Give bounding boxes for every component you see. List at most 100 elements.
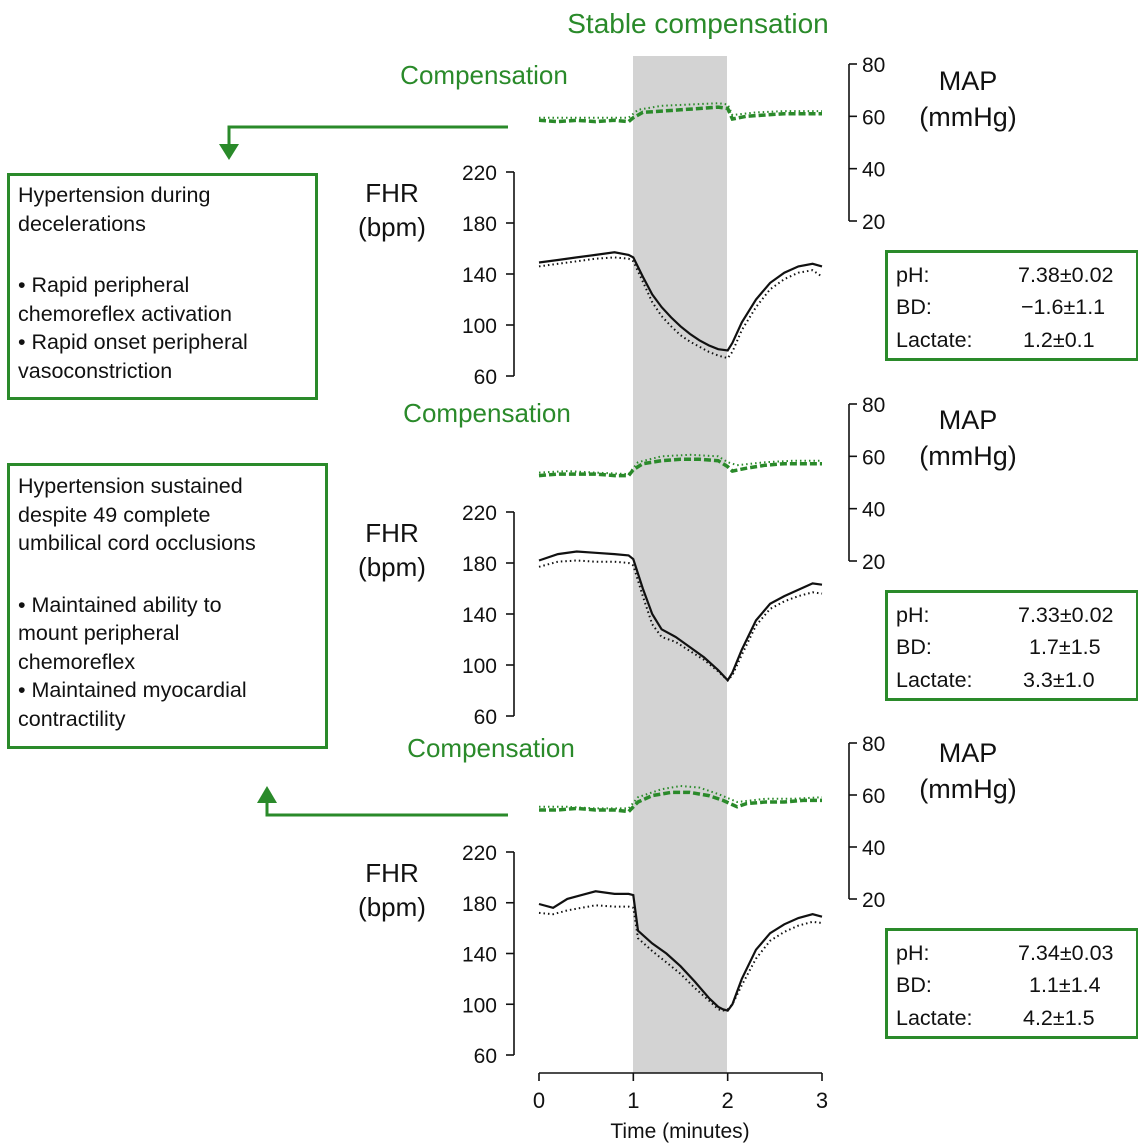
map-dotted-series bbox=[539, 102, 822, 119]
fhr-solid-series bbox=[538, 550, 823, 683]
fhr-unit-label: (bpm) bbox=[358, 552, 426, 582]
map-tick-label: 80 bbox=[862, 394, 885, 417]
fhr-tick-label: 60 bbox=[474, 1045, 497, 1068]
chart-title: Stable compensation bbox=[567, 8, 829, 39]
map-dashed-series bbox=[539, 790, 822, 814]
ph-label: pH: bbox=[896, 603, 930, 627]
bottom-box-bullet-1-line-2: mount peripheral bbox=[18, 621, 180, 645]
map-tick-label: 60 bbox=[862, 785, 885, 808]
panel-1: Compensation 220 180 140 100 60 FHR (bpm) 80 60 40… bbox=[358, 54, 1017, 389]
phase-label: Compensation bbox=[407, 733, 575, 763]
bottom-box-heading-line-2: despite 49 complete bbox=[18, 502, 211, 527]
phase-label: Compensation bbox=[403, 398, 571, 428]
fhr-tick-label: 220 bbox=[462, 842, 497, 865]
map-tick-label: 80 bbox=[862, 733, 885, 756]
blood-gas-box-2: pH: 7.33±0.02 BD: 1.7±1.5 Lactate: 3.3±1… bbox=[885, 590, 1138, 701]
fhr-dotted-series bbox=[538, 904, 823, 1012]
ph-value: 7.33±0.02 bbox=[1018, 603, 1114, 627]
x-tick-label: 3 bbox=[816, 1088, 828, 1113]
fhr-label: FHR bbox=[365, 518, 418, 548]
fhr-tick-label: 100 bbox=[462, 994, 497, 1017]
bd-label: BD: bbox=[896, 973, 932, 997]
bottom-box-bullet-1-line-3: chemoreflex bbox=[18, 649, 136, 674]
ph-value: 7.34±0.03 bbox=[1018, 941, 1114, 965]
fhr-tick-label: 180 bbox=[462, 553, 497, 576]
fhr-label: FHR bbox=[365, 178, 418, 208]
panel-2: Compensation 220 180 140 100 60 FHR (bpm) 80 60 40… bbox=[358, 394, 1017, 729]
bd-label: BD: bbox=[896, 635, 932, 659]
panel-3: Compensation 220 180 140 100 60 FHR (bpm) 80 60 40… bbox=[358, 733, 1017, 1068]
map-tick-label: 20 bbox=[862, 551, 885, 574]
ph-value: 7.38±0.02 bbox=[1018, 263, 1114, 287]
lactate-label: Lactate: bbox=[896, 328, 973, 352]
bd-label: BD: bbox=[896, 295, 932, 319]
fhr-tick-label: 140 bbox=[462, 944, 497, 967]
map-unit-label: (mmHg) bbox=[919, 102, 1016, 132]
map-tick-label: 60 bbox=[862, 446, 885, 469]
lactate-value: 3.3±1.0 bbox=[1023, 668, 1095, 692]
blood-gas-box-1: pH: 7.38±0.02 BD: −1.6±1.1 Lactate: 1.2±… bbox=[885, 250, 1138, 361]
bottom-summary-box: Hypertension sustained despite 49 comple… bbox=[7, 463, 328, 749]
fhr-tick-label: 180 bbox=[462, 893, 497, 916]
ph-label: pH: bbox=[896, 263, 930, 287]
map-tick-label: 20 bbox=[862, 211, 885, 234]
map-tick-label: 40 bbox=[862, 159, 885, 182]
lactate-label: Lactate: bbox=[896, 1006, 973, 1030]
x-axis-label: Time (minutes) bbox=[610, 1120, 749, 1143]
blood-gas-box-3: pH: 7.34±0.03 BD: 1.1±1.4 Lactate: 4.2±1… bbox=[885, 928, 1138, 1039]
fhr-tick-label: 140 bbox=[462, 604, 497, 627]
bd-value: −1.6±1.1 bbox=[1021, 295, 1106, 319]
map-dashed-series bbox=[538, 105, 822, 124]
panels: Compensation 220 180 140 100 60 FHR (bpm) 80 60 40… bbox=[358, 54, 1017, 1068]
top-box-bullet-2-line-2: vasoconstriction bbox=[18, 358, 173, 383]
fhr-tick-label: 100 bbox=[462, 655, 497, 678]
fhr-label: FHR bbox=[365, 858, 418, 888]
lactate-label: Lactate: bbox=[896, 668, 973, 692]
top-box-heading-line-1: Hypertension during bbox=[18, 183, 211, 207]
fhr-tick-label: 140 bbox=[462, 264, 497, 287]
fhr-tick-label: 220 bbox=[462, 162, 497, 185]
map-label: MAP bbox=[939, 405, 998, 435]
fhr-tick-label: 60 bbox=[474, 706, 497, 729]
map-tick-label: 40 bbox=[862, 837, 885, 860]
top-box-bullet-1-line-1: • Rapid peripheral bbox=[18, 273, 190, 297]
flow-arrow-bottom bbox=[257, 786, 508, 817]
bottom-box-bullet-2-line-1: • Maintained myocardial bbox=[18, 678, 247, 702]
top-box-bullet-1-line-2: chemoreflex activation bbox=[18, 301, 232, 326]
bottom-box-bullet-2-line-2: contractility bbox=[18, 706, 126, 731]
x-tick-label: 2 bbox=[722, 1088, 734, 1113]
fhr-unit-label: (bpm) bbox=[358, 892, 426, 922]
phase-label: Compensation bbox=[400, 60, 568, 90]
map-tick-label: 20 bbox=[862, 889, 885, 912]
bottom-box-heading-line-3: umbilical cord occlusions bbox=[18, 531, 256, 555]
map-dotted-series bbox=[538, 453, 822, 476]
map-tick-label: 40 bbox=[862, 499, 885, 522]
bd-value: 1.1±1.4 bbox=[1029, 973, 1101, 997]
bottom-box-bullet-1-line-1: • Maintained ability to bbox=[18, 592, 222, 617]
flow-arrow-top bbox=[219, 125, 508, 160]
map-tick-label: 60 bbox=[862, 106, 885, 129]
map-unit-label: (mmHg) bbox=[919, 441, 1016, 471]
fhr-solid-series bbox=[538, 890, 823, 1012]
top-box-heading-line-2: decelerations bbox=[18, 211, 146, 236]
fhr-tick-label: 220 bbox=[462, 502, 497, 525]
fhr-unit-label: (bpm) bbox=[358, 212, 426, 242]
bottom-box-heading-line-1: Hypertension sustained bbox=[18, 474, 243, 498]
x-tick-label: 0 bbox=[533, 1088, 545, 1113]
occlusion-shading bbox=[633, 56, 727, 1073]
ph-label: pH: bbox=[896, 941, 930, 965]
bd-value: 1.7±1.5 bbox=[1029, 635, 1101, 659]
x-axis: Time (minutes) 0 1 2 3 bbox=[533, 1072, 828, 1143]
top-summary-box: Hypertension during decelerations • Rapi… bbox=[7, 173, 318, 400]
map-dashed-series bbox=[538, 457, 822, 478]
map-label: MAP bbox=[939, 66, 998, 96]
map-label: MAP bbox=[939, 738, 998, 768]
fhr-tick-label: 60 bbox=[474, 366, 497, 389]
fhr-solid-series bbox=[538, 251, 823, 352]
x-tick-label: 1 bbox=[627, 1088, 639, 1113]
map-tick-label: 80 bbox=[862, 54, 885, 77]
fhr-dotted-series bbox=[538, 559, 823, 682]
fhr-tick-label: 180 bbox=[462, 213, 497, 236]
map-unit-label: (mmHg) bbox=[919, 774, 1016, 804]
